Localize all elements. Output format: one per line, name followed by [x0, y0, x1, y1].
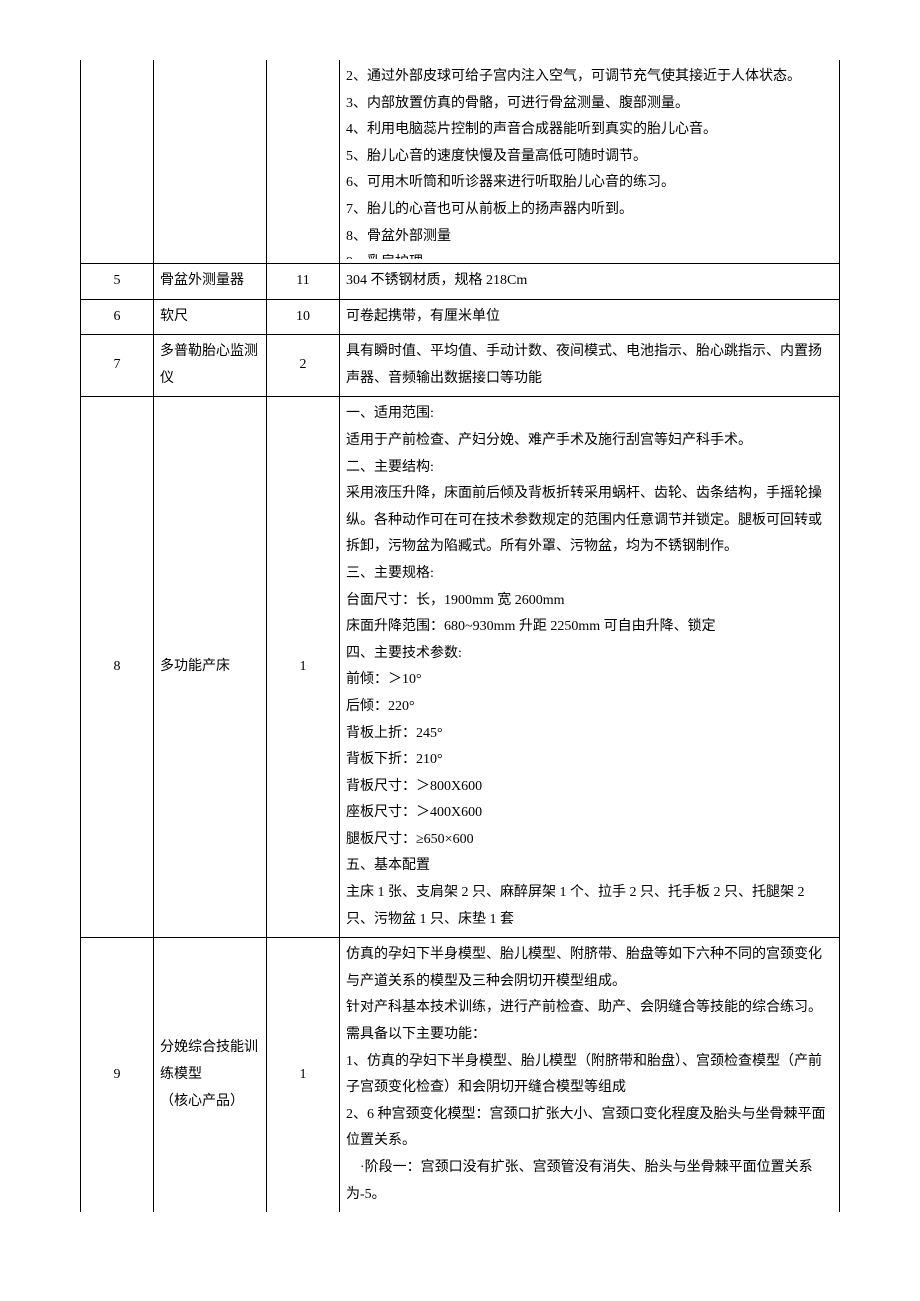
item-description: 可卷起携带，有厘米单位 — [340, 299, 840, 335]
item-quantity: 2 — [267, 335, 340, 397]
item-quantity: 11 — [267, 264, 340, 300]
table-row: 2、通过外部皮球可给子宫内注入空气，可调节充气使其接近于人体状态。 3、内部放置… — [81, 60, 840, 264]
table-row: 8多功能产床1一、适用范围: 适用于产前检查、产妇分娩、难产手术及施行刮宫等妇产… — [81, 397, 840, 938]
item-quantity: 1 — [267, 938, 340, 1212]
item-description: 304 不锈钢材质，规格 218Cm — [340, 264, 840, 300]
equipment-spec-table: 2、通过外部皮球可给子宫内注入空气，可调节充气使其接近于人体状态。 3、内部放置… — [80, 60, 840, 1212]
table-row: 5骨盆外测量器11304 不锈钢材质，规格 218Cm — [81, 264, 840, 300]
table-row: 6软尺10可卷起携带，有厘米单位 — [81, 299, 840, 335]
row-number: 7 — [81, 335, 154, 397]
item-name: 多功能产床 — [154, 397, 267, 938]
row-number: 5 — [81, 264, 154, 300]
row-number: 6 — [81, 299, 154, 335]
table-row: 7多普勒胎心监测仪2具有瞬时值、平均值、手动计数、夜间模式、电池指示、胎心跳指示… — [81, 335, 840, 397]
item-quantity: 1 — [267, 397, 340, 938]
table-row: 9分娩综合技能训练模型 （核心产品）1仿真的孕妇下半身模型、胎儿模型、附脐带、胎… — [81, 938, 840, 1212]
row-number: 8 — [81, 397, 154, 938]
item-name: 软尺 — [154, 299, 267, 335]
item-description: 仿真的孕妇下半身模型、胎儿模型、附脐带、胎盘等如下六种不同的宫颈变化与产道关系的… — [340, 938, 840, 1212]
row-number — [81, 60, 154, 264]
item-quantity: 10 — [267, 299, 340, 335]
item-description: 具有瞬时值、平均值、手动计数、夜间模式、电池指示、胎心跳指示、内置扬声器、音频输… — [340, 335, 840, 397]
item-name: 多普勒胎心监测仪 — [154, 335, 267, 397]
item-quantity — [267, 60, 340, 264]
item-description: 2、通过外部皮球可给子宫内注入空气，可调节充气使其接近于人体状态。 3、内部放置… — [340, 60, 840, 264]
item-description: 一、适用范围: 适用于产前检查、产妇分娩、难产手术及施行刮宫等妇产科手术。 二、… — [340, 397, 840, 938]
item-name: 分娩综合技能训练模型 （核心产品） — [154, 938, 267, 1212]
item-name: 骨盆外测量器 — [154, 264, 267, 300]
item-name — [154, 60, 267, 264]
row-number: 9 — [81, 938, 154, 1212]
